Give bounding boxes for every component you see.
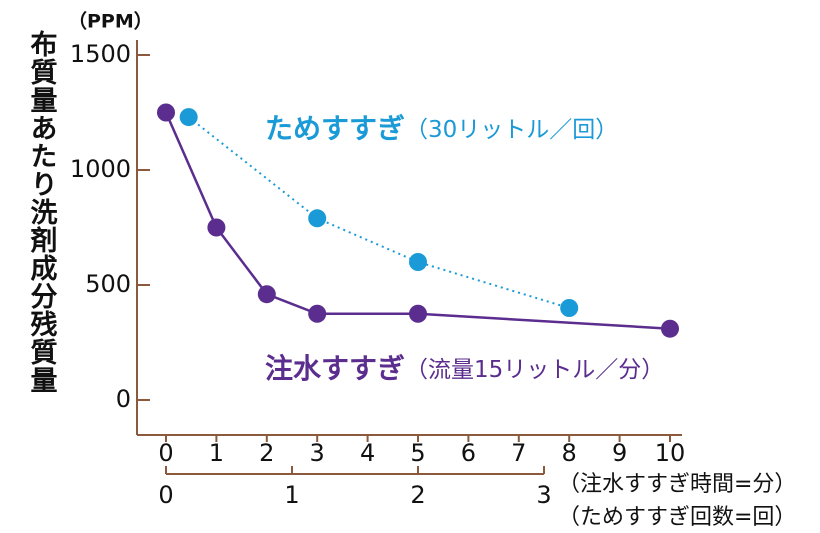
data-point bbox=[560, 299, 579, 317]
y-tick-label: 500 bbox=[85, 270, 131, 298]
data-point bbox=[661, 319, 679, 338]
y-tick-label: 1000 bbox=[70, 155, 131, 183]
data-point bbox=[179, 108, 198, 127]
data-point bbox=[157, 103, 175, 122]
x-tick-label: 0 bbox=[158, 439, 173, 467]
x-tick-label: 9 bbox=[612, 439, 627, 467]
y-axis-unit: （PPM） bbox=[68, 10, 153, 33]
x2-tick-label: 0 bbox=[158, 481, 173, 509]
x-tick-label: 7 bbox=[511, 439, 526, 467]
x-tick-label: 1 bbox=[209, 439, 224, 467]
x2-axis-label: （ためすすぎ回数=回） bbox=[558, 505, 796, 530]
x-tick-label: 10 bbox=[655, 439, 686, 467]
x-tick-label: 5 bbox=[410, 439, 425, 467]
x2-tick-label: 3 bbox=[536, 481, 551, 509]
series-note: （30リットル／回） bbox=[405, 117, 618, 143]
x-tick-label: 4 bbox=[360, 439, 375, 467]
series-name: ためすすぎ bbox=[265, 112, 405, 145]
x-tick-label: 3 bbox=[310, 439, 325, 467]
x-axis-label: （注水すすぎ時間=分） bbox=[558, 472, 796, 497]
x2-tick-label: 2 bbox=[410, 481, 425, 509]
data-point bbox=[207, 218, 226, 237]
data-point bbox=[257, 285, 276, 304]
data-point bbox=[308, 304, 327, 323]
series-note: （流量15リットル／分） bbox=[405, 357, 664, 383]
x-tick-label: 2 bbox=[259, 439, 274, 467]
x2-tick-label: 1 bbox=[284, 481, 299, 509]
y-axis-label: 布質量あたり洗剤成分残質量 bbox=[26, 30, 59, 394]
data-point bbox=[308, 209, 327, 228]
x-tick-label: 6 bbox=[461, 439, 476, 467]
y-tick-label: 0 bbox=[116, 385, 131, 413]
data-point bbox=[409, 253, 427, 271]
series-label: 注水すすぎ（流量15リットル／分） bbox=[265, 352, 664, 385]
series-label: ためすすぎ（30リットル／回） bbox=[265, 112, 618, 145]
series-line bbox=[164, 111, 671, 330]
data-point bbox=[409, 304, 427, 323]
y-tick-label: 1500 bbox=[70, 40, 131, 68]
series-name: 注水すすぎ bbox=[265, 352, 405, 385]
x-tick-label: 8 bbox=[562, 439, 577, 467]
series-line bbox=[188, 116, 570, 309]
